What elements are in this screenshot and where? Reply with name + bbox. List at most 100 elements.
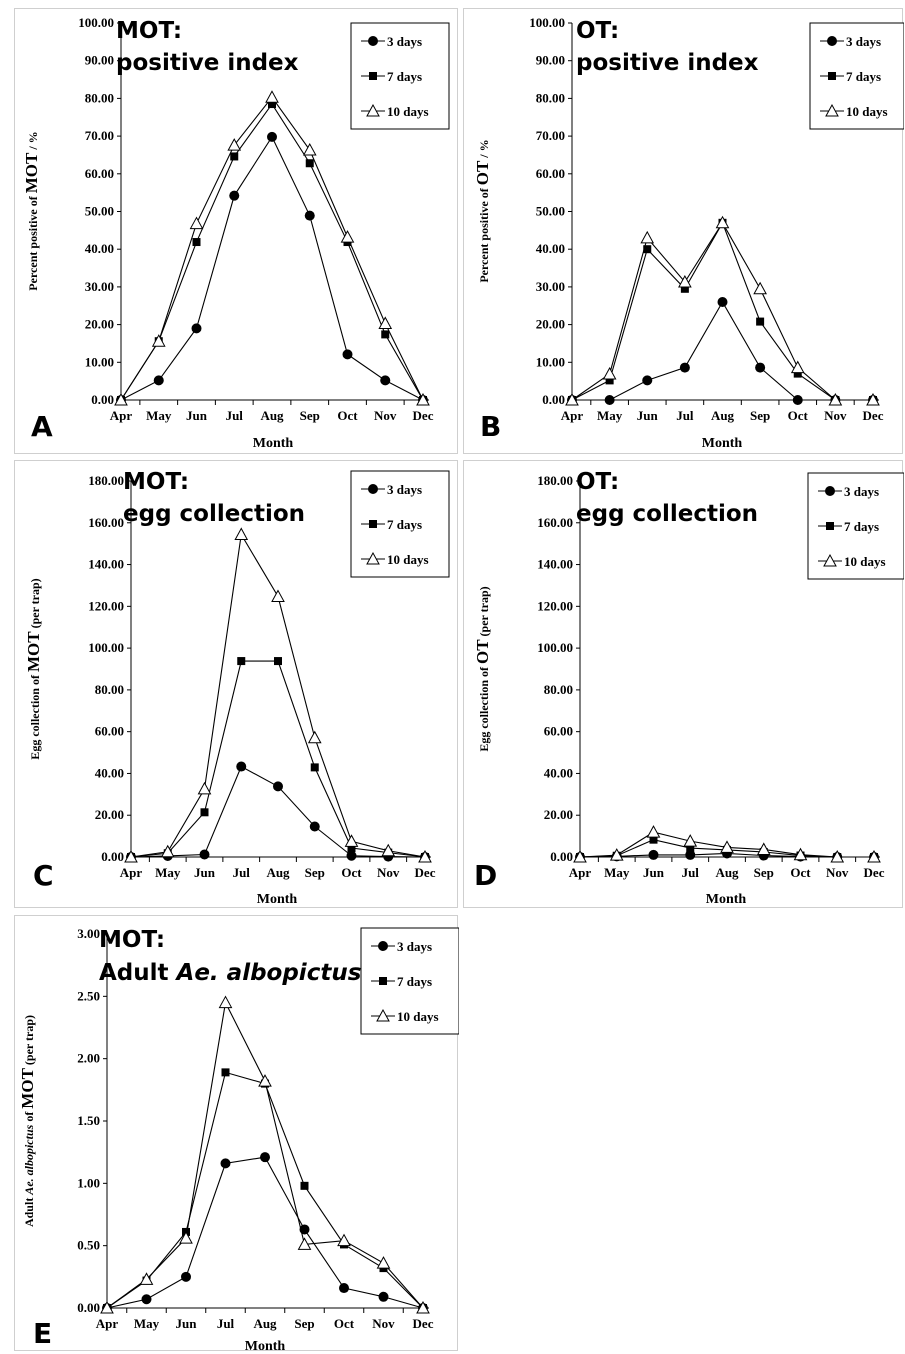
data-point-triangle xyxy=(640,230,655,244)
data-point-triangle xyxy=(793,847,808,861)
x-tick-label: Aug xyxy=(715,865,739,880)
data-point-triangle xyxy=(302,143,317,156)
x-tick-label: Dec xyxy=(415,865,436,880)
data-point-square xyxy=(605,376,614,385)
y-tick-label: 2.00 xyxy=(77,1051,100,1066)
series-line-triangle xyxy=(571,221,873,401)
legend-marker-triangle xyxy=(376,1008,390,1022)
y-tick-label: 100.00 xyxy=(537,640,573,655)
y-tick-label: 60.00 xyxy=(544,724,573,739)
series-line-circle xyxy=(106,1156,424,1309)
x-axis-label: Month xyxy=(706,892,747,907)
panel-letter: E xyxy=(33,1317,52,1350)
data-point-triangle xyxy=(378,316,393,329)
data-point-circle xyxy=(153,375,164,386)
y-tick-label: 1.50 xyxy=(77,1113,100,1128)
data-point-circle xyxy=(199,849,210,860)
data-point-triangle xyxy=(609,848,624,861)
data-point-square xyxy=(305,159,314,168)
legend-label: 3 days xyxy=(387,34,422,49)
data-point-circle xyxy=(679,362,690,373)
data-point-triangle xyxy=(678,274,692,288)
chart-title-line-2: egg collection xyxy=(576,501,758,527)
y-tick-label: 80.00 xyxy=(85,90,114,105)
data-point-circle xyxy=(220,1158,231,1169)
x-tick-label: Dec xyxy=(863,408,884,423)
panel-d: 0.00 20.00 40.00 60.00 80.00 100.00 120.00 140.… xyxy=(463,460,904,908)
y-tick-label: 160.00 xyxy=(88,515,124,530)
y-tick-label: 0.00 xyxy=(101,849,124,864)
x-tick-label: Apr xyxy=(96,1316,119,1331)
data-point-triangle xyxy=(866,392,880,406)
chart-b: 0.00 10.00 20.00 30.00 40.00 50.00 60.00 70.00 8… xyxy=(473,15,904,451)
data-point-square xyxy=(793,369,802,378)
x-tick-label: Oct xyxy=(790,865,811,880)
x-tick-label: May xyxy=(155,865,181,880)
x-tick-label: Jul xyxy=(233,865,251,880)
data-point-circle xyxy=(273,781,283,792)
legend-marker-square xyxy=(826,522,834,530)
data-point-square xyxy=(686,844,695,853)
series-line-square xyxy=(120,103,424,401)
x-tick-label: Jul xyxy=(217,1316,235,1331)
y-tick-label: 120.00 xyxy=(537,598,573,613)
data-point-triangle xyxy=(828,392,843,406)
legend-label: 3 days xyxy=(846,34,881,49)
data-point-triangle xyxy=(297,1237,312,1250)
data-point-triangle xyxy=(753,281,767,295)
y-tick-label: 0.00 xyxy=(550,849,573,864)
data-point-triangle xyxy=(381,843,396,857)
data-point-square xyxy=(230,152,239,161)
y-tick-label: 0.00 xyxy=(91,392,114,407)
data-point-triangle xyxy=(720,840,734,853)
x-tick-label: Jul xyxy=(682,865,700,880)
legend-marker-square xyxy=(828,72,836,80)
legend-marker-circle xyxy=(825,486,835,496)
x-axis-label: Month xyxy=(702,436,743,451)
y-axis-label: Egg collection of MOT (per trap) xyxy=(24,578,43,759)
y-tick-label: 40.00 xyxy=(536,241,565,256)
legend-marker-square xyxy=(369,72,377,80)
legend-label: 3 days xyxy=(387,482,422,497)
legend-marker-circle xyxy=(368,36,378,46)
data-point-circle xyxy=(236,761,247,772)
x-tick-label: Nov xyxy=(372,1316,395,1331)
legend-label: 7 days xyxy=(387,517,422,532)
x-tick-label: Oct xyxy=(341,865,362,880)
x-tick-label: Apr xyxy=(120,865,143,880)
data-point-triangle xyxy=(218,995,233,1009)
data-point-square xyxy=(643,245,652,254)
y-tick-label: 3.00 xyxy=(77,926,100,941)
legend-label: 7 days xyxy=(387,69,422,84)
data-point-circle xyxy=(378,1291,389,1302)
data-point-triangle xyxy=(418,849,432,863)
data-point-triangle xyxy=(416,392,430,406)
y-tick-label: 60.00 xyxy=(85,166,114,181)
data-point-triangle xyxy=(416,1300,430,1314)
panel-e: 0.00 0.50 1.00 1.50 2.00 2.50 3.00 Apr May Jun Jul… xyxy=(14,915,459,1352)
series-line-circle xyxy=(572,300,873,401)
x-tick-label: Aug xyxy=(711,408,735,423)
y-tick-label: 90.00 xyxy=(536,53,565,68)
x-tick-label: Aug xyxy=(253,1316,277,1331)
data-point-triangle xyxy=(197,781,212,795)
x-tick-label: Jun xyxy=(194,865,216,880)
data-point-triangle xyxy=(602,366,617,380)
y-tick-label: 60.00 xyxy=(536,166,565,181)
data-point-triangle xyxy=(189,216,204,230)
chart-title-line-2: Adult Ae. albopictus xyxy=(99,960,361,986)
data-point-triangle xyxy=(179,1231,193,1244)
y-tick-label: 40.00 xyxy=(85,241,114,256)
x-tick-label: May xyxy=(146,408,172,423)
data-point-circle xyxy=(717,296,728,307)
y-tick-label: 100.00 xyxy=(88,640,124,655)
legend-marker-circle xyxy=(827,36,837,46)
chart-title-line-1: MOT: xyxy=(99,927,165,953)
data-point-triangle xyxy=(307,730,322,744)
legend-label: 7 days xyxy=(846,69,881,84)
data-point-square xyxy=(268,100,276,109)
legend-label: 7 days xyxy=(844,519,879,534)
data-point-square xyxy=(300,1181,309,1190)
legend-label: 10 days xyxy=(844,554,886,569)
chart-title-line-2: egg collection xyxy=(123,501,305,527)
